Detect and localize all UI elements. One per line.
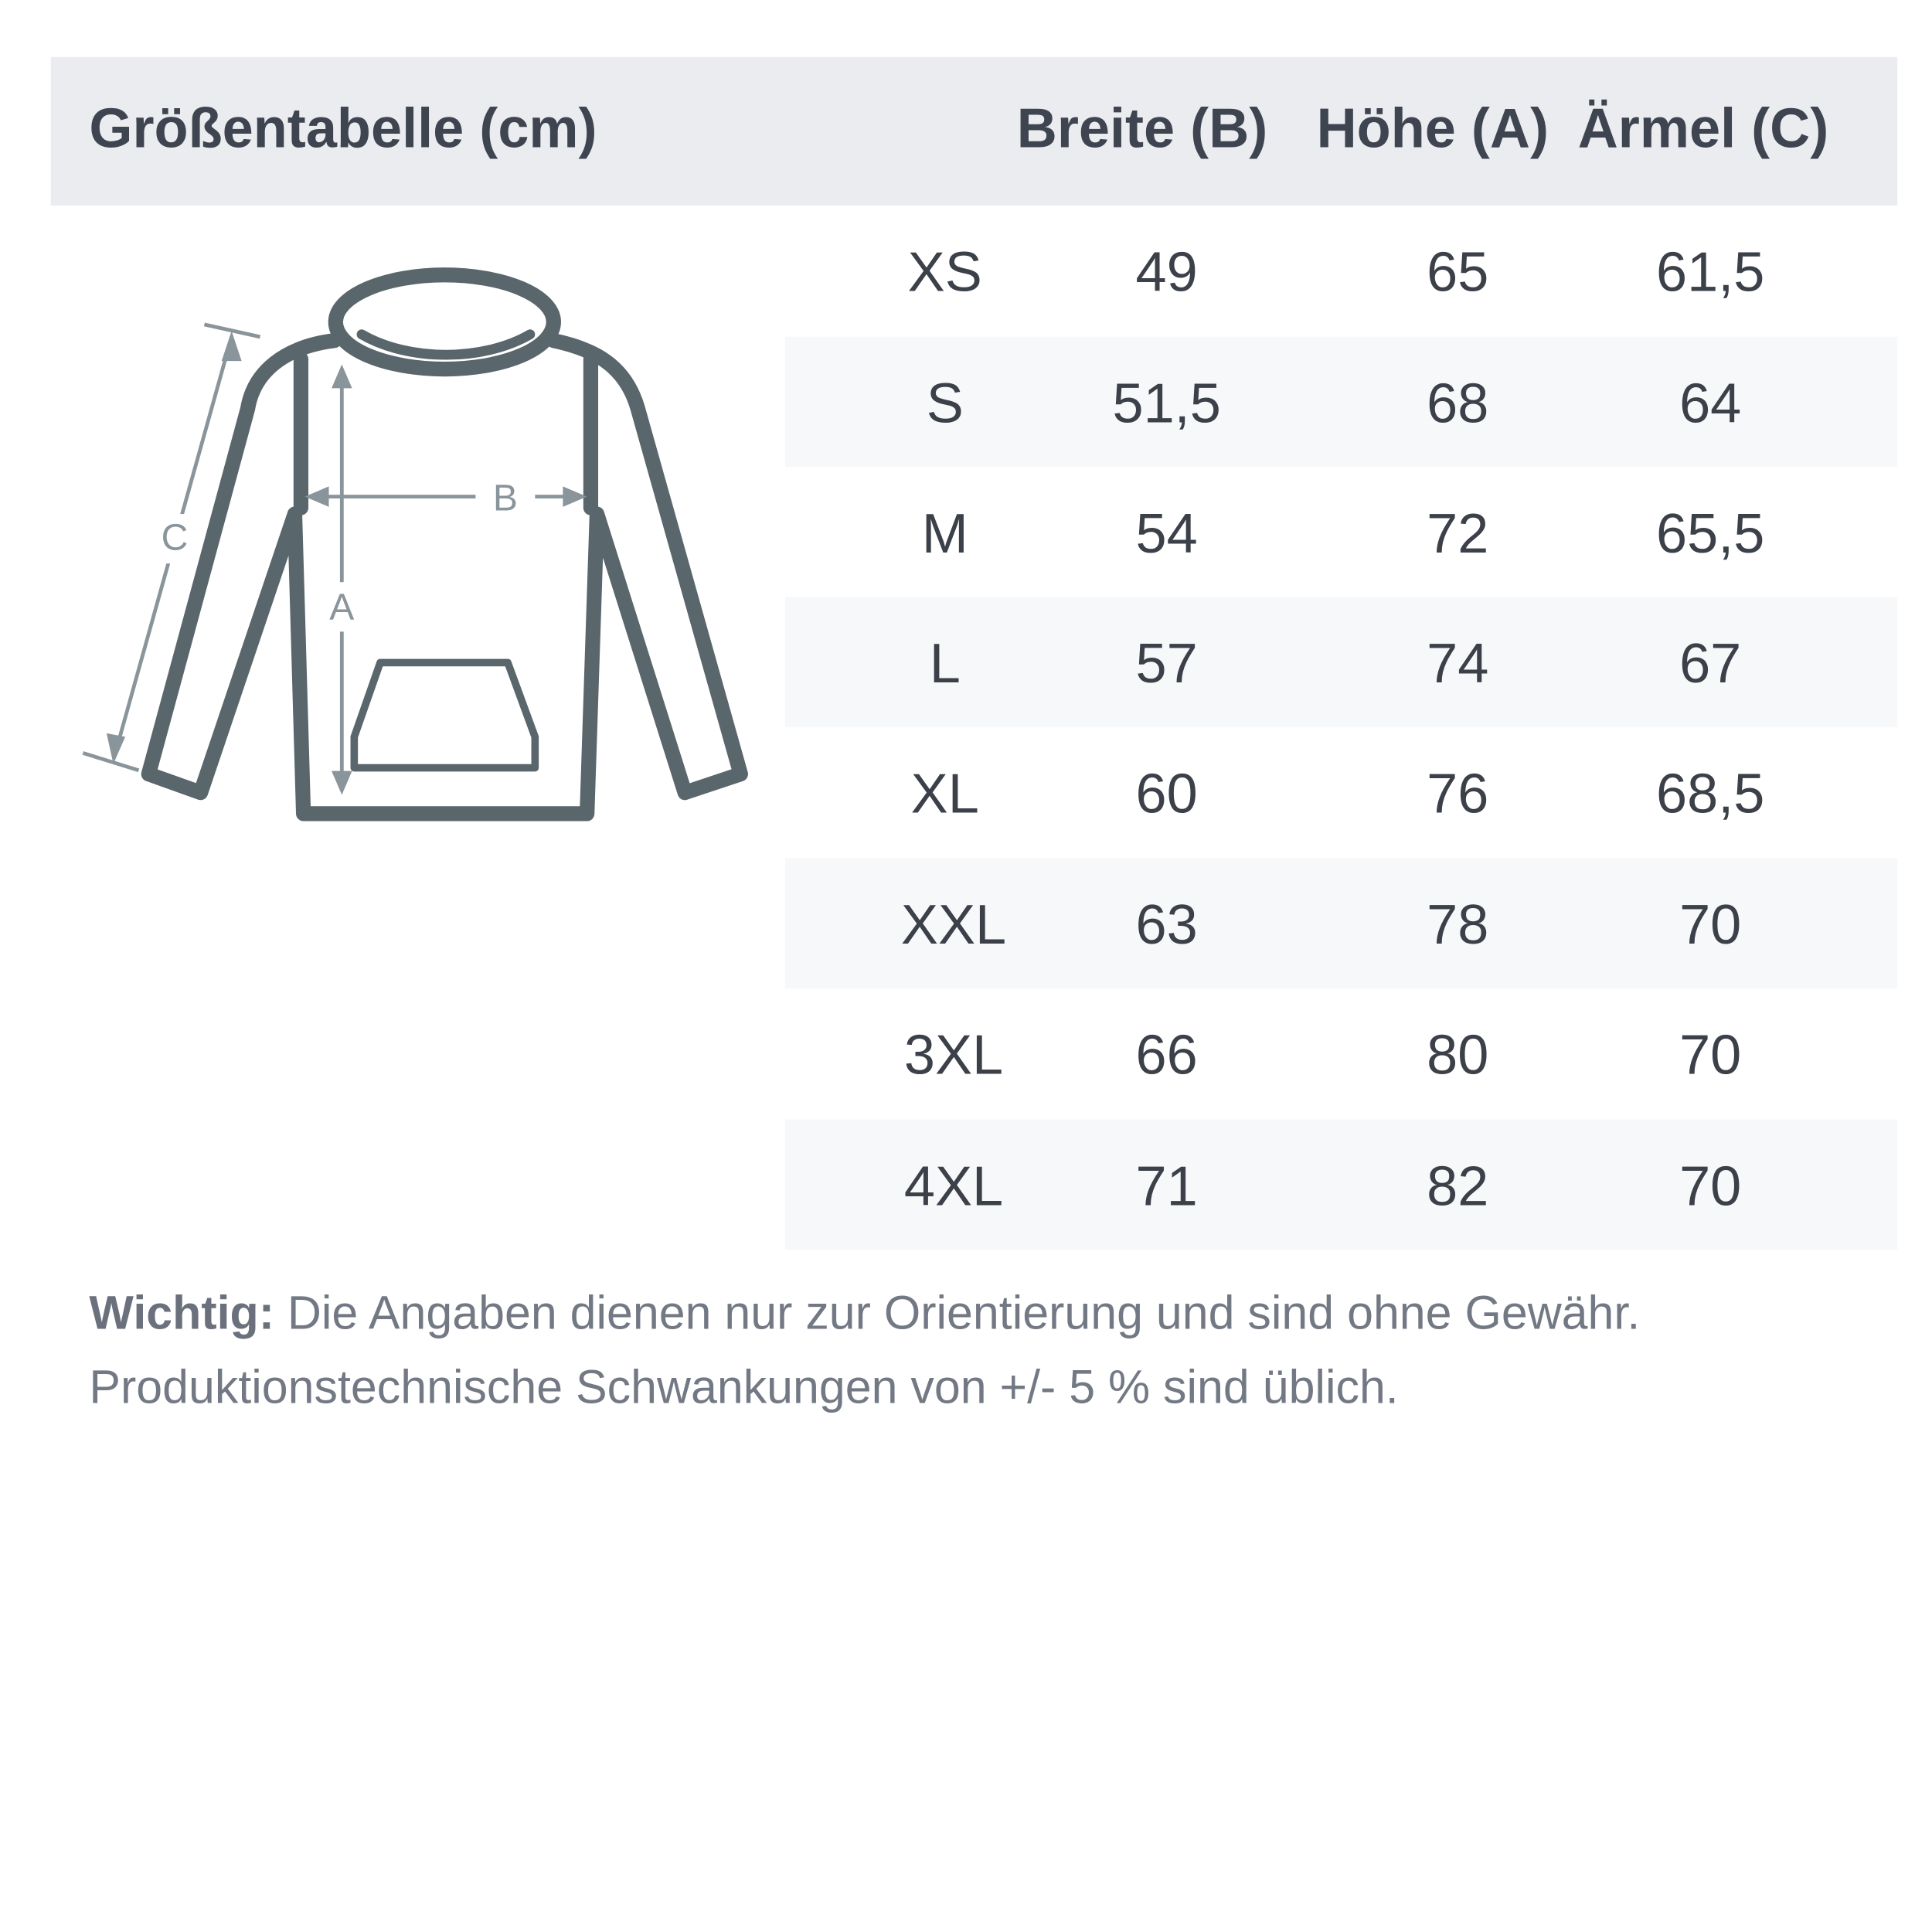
cell-size: 4XL [903, 1154, 1004, 1218]
width-label-b: B [493, 477, 518, 519]
cell-hoehe: 80 [1427, 1022, 1489, 1087]
table-row: L 57 74 67 [785, 597, 1898, 727]
cell-breite: 63 [1135, 893, 1198, 957]
note-text-1: Die Angaben dienen nur zur Orientierung … [287, 1287, 1641, 1341]
cell-size: S [926, 371, 964, 435]
cell-aermel: 61,5 [1656, 240, 1765, 304]
cell-size: XXL [900, 893, 1007, 957]
column-header-breite: Breite (B) [1016, 97, 1268, 160]
cell-aermel: 68,5 [1656, 761, 1765, 825]
table-title: Größentabelle (cm) [89, 97, 597, 160]
cell-hoehe: 76 [1427, 761, 1489, 825]
table-row: S 51,5 68 64 [785, 336, 1898, 468]
column-header-aermel: Ärmel (C) [1577, 97, 1829, 160]
cell-aermel: 67 [1679, 631, 1742, 696]
note-line-2: Produktionstechnische Schwankungen von +… [89, 1362, 1399, 1415]
cell-breite: 57 [1135, 631, 1198, 696]
hoodie-diagram: C A B [82, 267, 748, 821]
column-header-hoehe: Höhe (A) [1316, 97, 1549, 160]
cell-size: XL [910, 761, 979, 825]
cell-size: XS [907, 240, 982, 304]
hoodie-hood [328, 267, 561, 377]
cell-breite: 60 [1135, 761, 1198, 825]
cell-breite: 71 [1135, 1154, 1198, 1218]
note-label: Wichtig: [89, 1287, 275, 1341]
table-row: XXL 63 78 70 [785, 858, 1898, 988]
cell-aermel: 64 [1679, 371, 1742, 435]
sleeve-label-c: C [162, 517, 189, 559]
cell-size: M [921, 502, 968, 565]
cell-hoehe: 78 [1427, 893, 1489, 957]
table-header [50, 56, 1898, 206]
cell-aermel: 70 [1679, 893, 1742, 957]
cell-aermel: 65,5 [1656, 502, 1765, 565]
cell-aermel: 70 [1679, 1154, 1742, 1218]
cell-hoehe: 74 [1427, 631, 1489, 696]
cell-breite: 66 [1135, 1022, 1198, 1087]
hoodie-pocket [350, 658, 539, 772]
note-line-1: Wichtig: Die Angaben dienen nur zur Orie… [89, 1288, 1640, 1342]
cell-aermel: 70 [1679, 1022, 1742, 1087]
cell-breite: 51,5 [1112, 371, 1221, 435]
cell-hoehe: 82 [1427, 1154, 1489, 1218]
table-row: 3XL 66 80 70 [785, 988, 1897, 1118]
table-row: M 54 72 65,5 [785, 467, 1897, 597]
cell-breite: 54 [1135, 502, 1198, 565]
cell-hoehe: 68 [1427, 371, 1489, 435]
cell-hoehe: 65 [1427, 240, 1489, 304]
table-row: XS 49 65 61,5 [785, 206, 1897, 335]
cell-hoehe: 72 [1427, 502, 1489, 565]
cell-size: 3XL [903, 1022, 1004, 1087]
cell-breite: 49 [1135, 240, 1198, 304]
table-row: 4XL 71 82 70 [785, 1119, 1898, 1250]
hoodie-hood-inner [356, 329, 536, 360]
hoodie-body-outline [141, 333, 748, 821]
cell-size: L [929, 631, 961, 696]
table-row: XL 60 76 68,5 [785, 727, 1897, 857]
height-label-a: A [329, 586, 354, 628]
